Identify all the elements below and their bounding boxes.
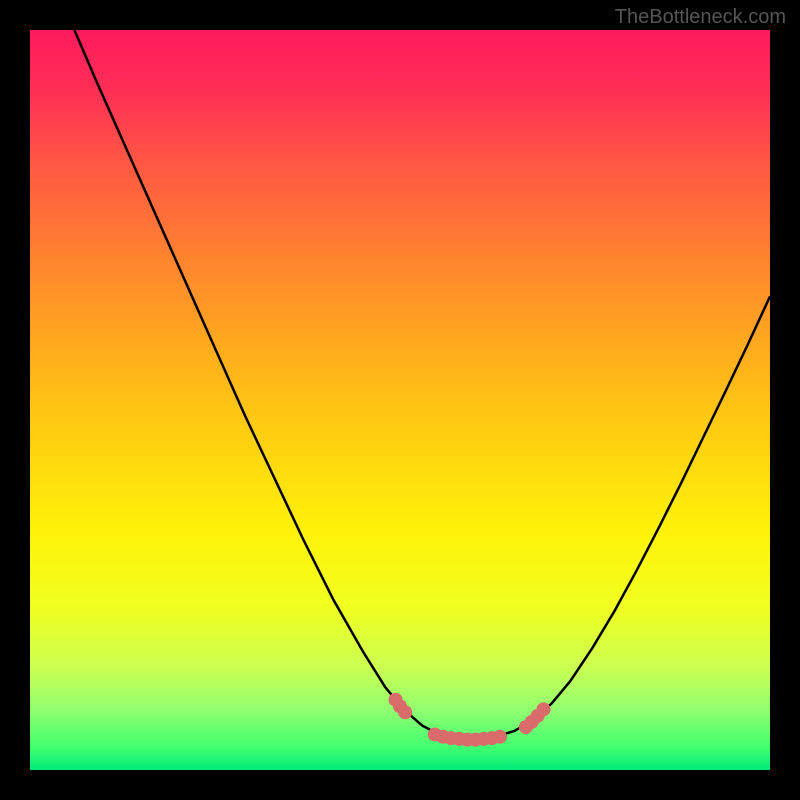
marker-point (537, 702, 551, 716)
bottleneck-curve (74, 30, 770, 739)
marker-point (493, 730, 507, 744)
watermark-text: TheBottleneck.com (615, 6, 786, 29)
curve-layer (30, 30, 770, 770)
plot-area (30, 30, 770, 770)
marker-point (398, 705, 412, 719)
marker-group (389, 693, 551, 747)
